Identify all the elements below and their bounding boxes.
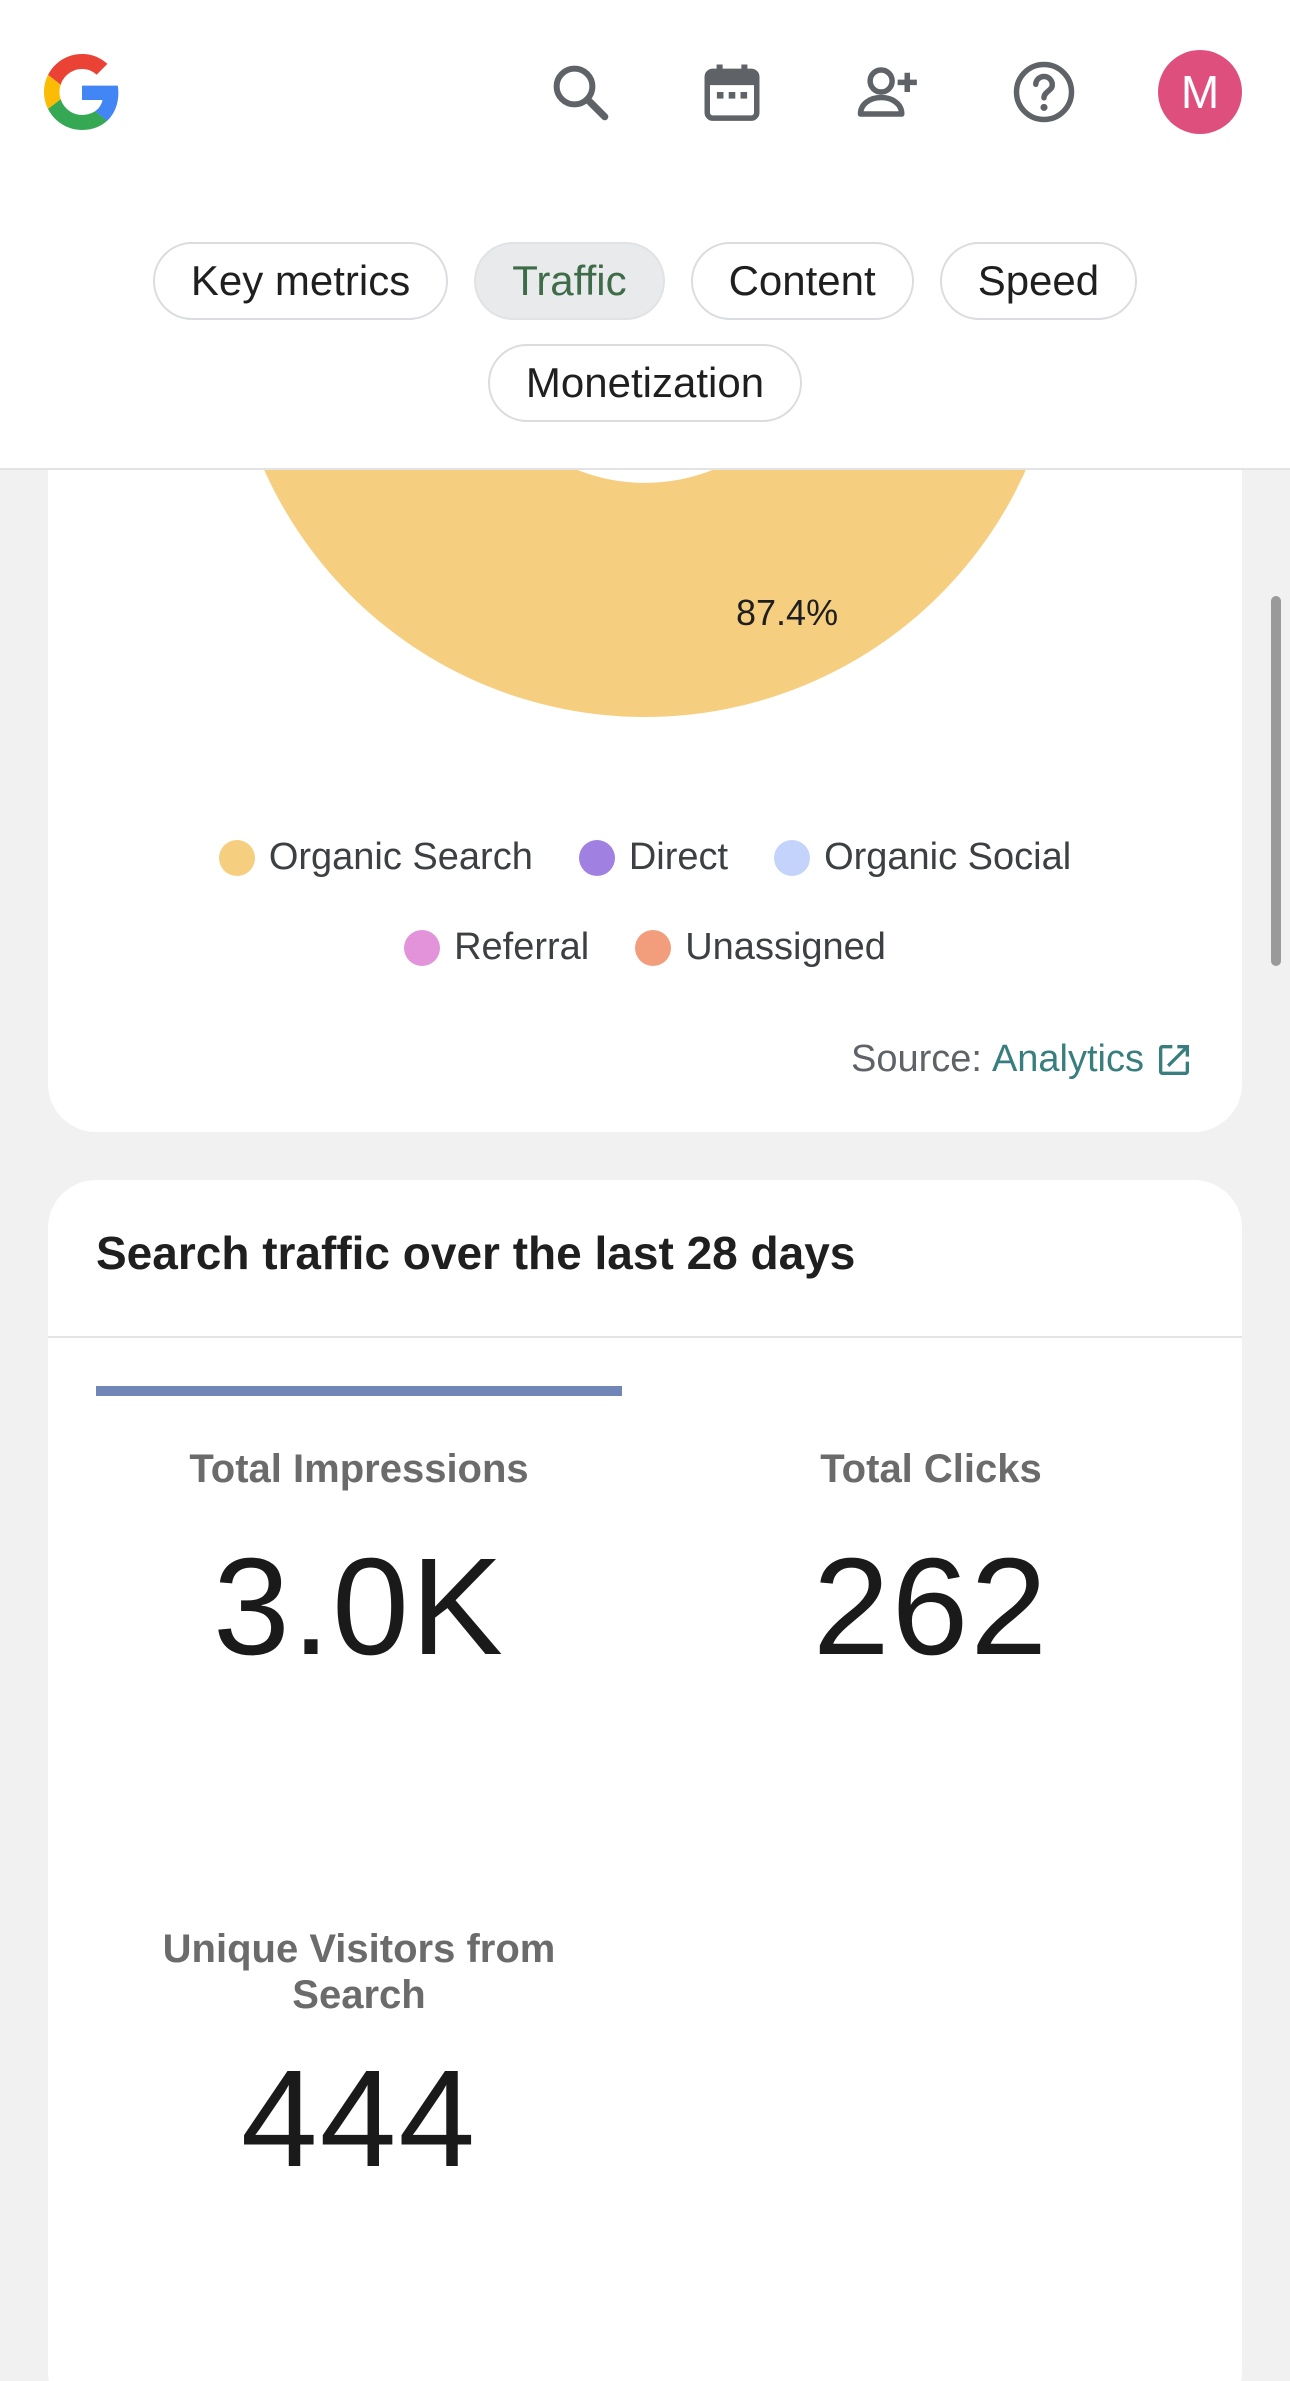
search-icon[interactable] bbox=[540, 52, 620, 132]
donut-percent-label: 87.4% bbox=[736, 592, 839, 633]
legend-label: Organic Social bbox=[824, 836, 1072, 878]
add-person-icon[interactable] bbox=[848, 52, 928, 132]
metric-total-impressions[interactable]: Total Impressions 3.0K bbox=[96, 1446, 622, 1682]
tab-content[interactable]: Content bbox=[690, 242, 914, 320]
legend-item-organic-search: Organic Search bbox=[218, 836, 533, 879]
metric-label: Total Impressions bbox=[189, 1447, 529, 1491]
legend-label: Referral bbox=[454, 926, 590, 968]
source-prefix: Source: bbox=[850, 1038, 982, 1080]
metric-value: 444 bbox=[240, 2042, 478, 2196]
legend-label: Direct bbox=[628, 836, 729, 878]
legend-dot bbox=[774, 839, 811, 876]
legend-item-direct: Direct bbox=[578, 836, 729, 879]
tab-traffic[interactable]: Traffic bbox=[474, 242, 665, 320]
legend-label: Organic Search bbox=[268, 836, 533, 878]
metric-value: 262 bbox=[812, 1530, 1050, 1684]
calendar-icon[interactable] bbox=[692, 52, 772, 132]
tab-speed[interactable]: Speed bbox=[939, 242, 1138, 320]
metric-label: Unique Visitors from Search bbox=[162, 1927, 556, 2017]
legend-dot bbox=[218, 839, 255, 876]
divider bbox=[48, 1336, 1242, 1338]
metric-unique-visitors[interactable]: Unique Visitors from Search 444 bbox=[146, 1926, 572, 2194]
legend-dot bbox=[578, 839, 615, 876]
legend-item-referral: Referral bbox=[404, 926, 589, 969]
legend-dot bbox=[404, 929, 441, 966]
card-title: Search traffic over the last 28 days bbox=[96, 1227, 856, 1279]
source-attribution: Source: Analytics bbox=[851, 1038, 1194, 1081]
search-traffic-card: Search traffic over the last 28 days Tot… bbox=[48, 1180, 1242, 2381]
help-icon[interactable] bbox=[1004, 52, 1084, 132]
legend-item-organic-social: Organic Social bbox=[774, 836, 1071, 879]
page-scrollbar[interactable] bbox=[1271, 596, 1281, 966]
metric-label: Total Clicks bbox=[820, 1447, 1042, 1491]
account-avatar[interactable]: M bbox=[1158, 50, 1242, 134]
analytics-link[interactable]: Analytics bbox=[991, 1038, 1144, 1080]
app-header: M Key metrics Traffic Content Speed Mone… bbox=[0, 0, 1290, 470]
legend-dot bbox=[635, 929, 672, 966]
legend-item-unassigned: Unassigned bbox=[635, 926, 886, 969]
selected-metric-indicator bbox=[96, 1386, 622, 1396]
tab-monetization[interactable]: Monetization bbox=[487, 344, 803, 422]
google-logo[interactable] bbox=[44, 54, 120, 130]
legend-label: Unassigned bbox=[685, 926, 886, 968]
metric-total-clicks[interactable]: Total Clicks 262 bbox=[668, 1446, 1194, 1682]
metric-value: 3.0K bbox=[213, 1530, 505, 1684]
tab-key-metrics[interactable]: Key metrics bbox=[152, 242, 449, 320]
external-link-icon[interactable] bbox=[1154, 1040, 1194, 1080]
